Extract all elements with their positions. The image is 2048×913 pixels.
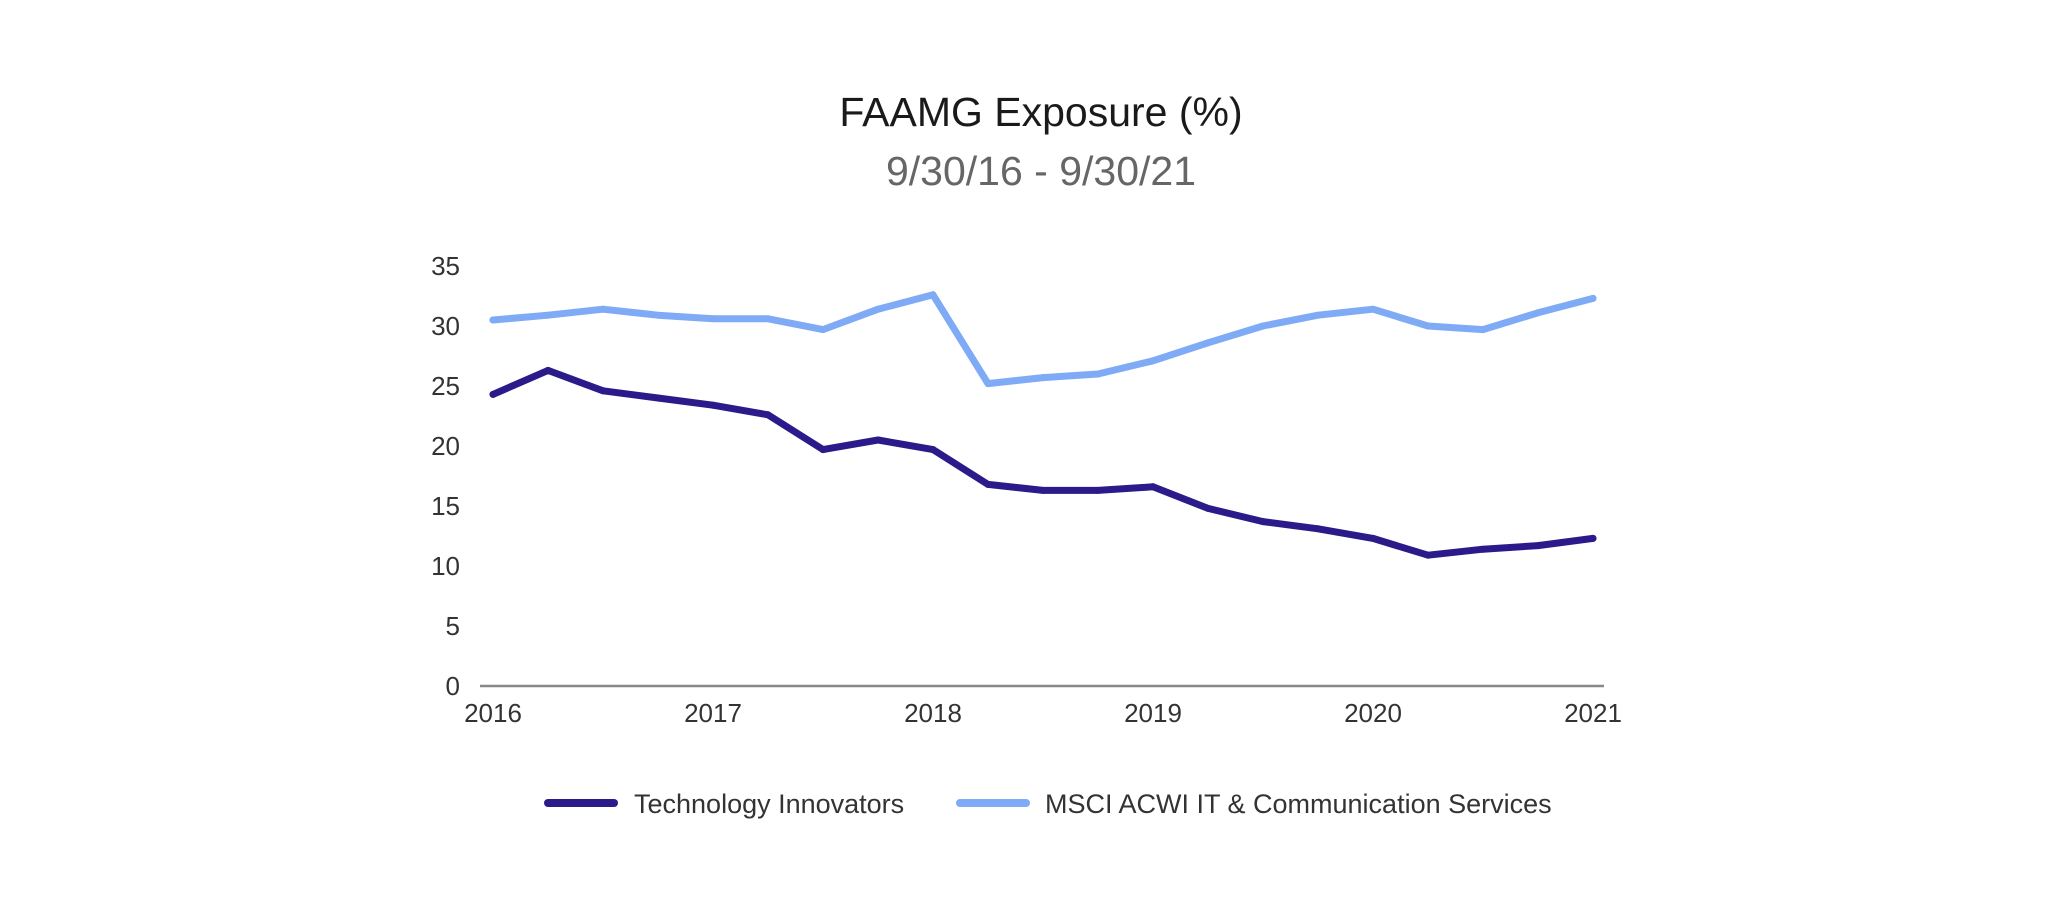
data-point [1204, 339, 1212, 347]
legend-label: Technology Innovators [634, 789, 904, 819]
x-tick-label: 2018 [904, 698, 962, 728]
data-point [984, 380, 992, 388]
data-point [929, 446, 937, 454]
x-tick-label: 2021 [1564, 698, 1622, 728]
data-point [1204, 504, 1212, 512]
legend: Technology Innovators MSCI ACWI IT & Comm… [544, 789, 1552, 819]
data-point [1369, 534, 1377, 542]
data-point [1534, 309, 1542, 317]
x-axis-ticks: 2016 2017 2018 2019 2020 2021 [464, 698, 1622, 728]
y-tick-label: 30 [431, 311, 460, 341]
data-point [1589, 534, 1597, 542]
data-point [1149, 483, 1157, 491]
data-point [654, 394, 662, 402]
data-point [1424, 551, 1432, 559]
data-point [1314, 525, 1322, 533]
data-point [709, 401, 717, 409]
y-tick-label: 15 [431, 491, 460, 521]
data-point [984, 480, 992, 488]
data-point [599, 305, 607, 313]
data-point [764, 411, 772, 419]
data-point [1039, 486, 1047, 494]
chart-subtitle: 9/30/16 - 9/30/21 [885, 148, 1197, 194]
data-point [1314, 311, 1322, 319]
data-point [1479, 545, 1487, 553]
x-tick-label: 2020 [1344, 698, 1402, 728]
y-axis-ticks: 0 5 10 15 20 25 30 35 [431, 251, 460, 701]
y-tick-label: 0 [446, 671, 460, 701]
data-point [1534, 542, 1542, 550]
y-tick-label: 10 [431, 551, 460, 581]
x-tick-label: 2016 [464, 698, 522, 728]
data-point [1589, 294, 1597, 302]
data-point [1259, 322, 1267, 330]
data-point [1259, 518, 1267, 526]
y-tick-label: 20 [431, 431, 460, 461]
x-tick-label: 2017 [684, 698, 742, 728]
y-tick-label: 25 [431, 371, 460, 401]
x-tick-label: 2019 [1124, 698, 1182, 728]
data-point [544, 366, 552, 374]
data-point [1094, 370, 1102, 378]
data-point [709, 315, 717, 323]
data-point [489, 390, 497, 398]
chart-title: FAAMG Exposure (%) [839, 89, 1243, 135]
data-point [1424, 322, 1432, 330]
data-point [929, 291, 937, 299]
data-point [1094, 486, 1102, 494]
data-point [1369, 305, 1377, 313]
data-point [1479, 326, 1487, 334]
data-point [1039, 374, 1047, 382]
series-line-1 [489, 291, 1597, 388]
data-point [819, 446, 827, 454]
data-point [489, 316, 497, 324]
series-lines [489, 291, 1597, 559]
data-point [654, 311, 662, 319]
data-point [1149, 357, 1157, 365]
data-point [544, 311, 552, 319]
legend-label: MSCI ACWI IT & Communication Services [1045, 789, 1552, 819]
data-point [874, 305, 882, 313]
data-point [874, 436, 882, 444]
data-point [599, 387, 607, 395]
data-point [764, 315, 772, 323]
y-tick-label: 5 [446, 611, 460, 641]
data-point [819, 326, 827, 334]
y-tick-label: 35 [431, 251, 460, 281]
